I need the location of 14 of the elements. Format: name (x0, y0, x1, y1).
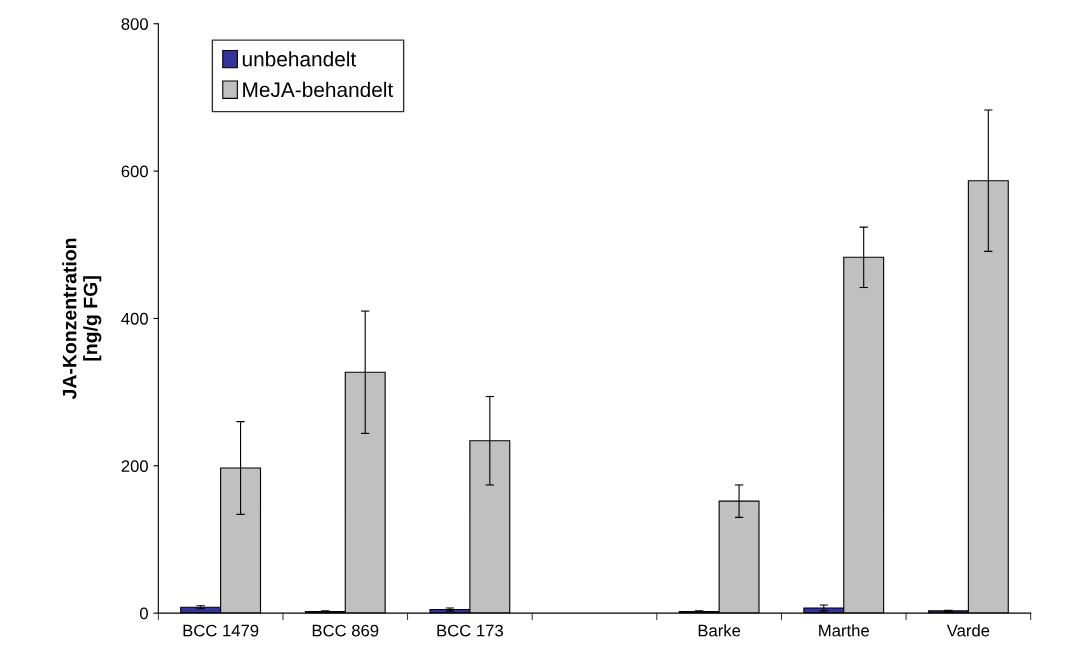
x-tick-label: Barke (698, 624, 741, 637)
x-tick-label: BCC 173 (437, 624, 503, 637)
x-tick-label: Marthe (819, 624, 869, 637)
y-tick-label: 600 (121, 165, 148, 178)
y-tick-label: 200 (121, 460, 148, 472)
x-tick-label: Varde (946, 624, 990, 637)
x-tick-label: BCC 1479 (183, 624, 259, 637)
x-tick-label: BCC 869 (312, 624, 379, 637)
legend-label: MeJA-behandelt (243, 81, 394, 98)
legend-label: unbehandelt (242, 51, 357, 67)
y-tick-label: 400 (121, 312, 148, 325)
y-tick-label: 0 (139, 607, 148, 620)
y-tick-label: 800 (121, 18, 148, 30)
y-axis-title: JA-Konzentration [ng/g FG] (62, 238, 102, 400)
